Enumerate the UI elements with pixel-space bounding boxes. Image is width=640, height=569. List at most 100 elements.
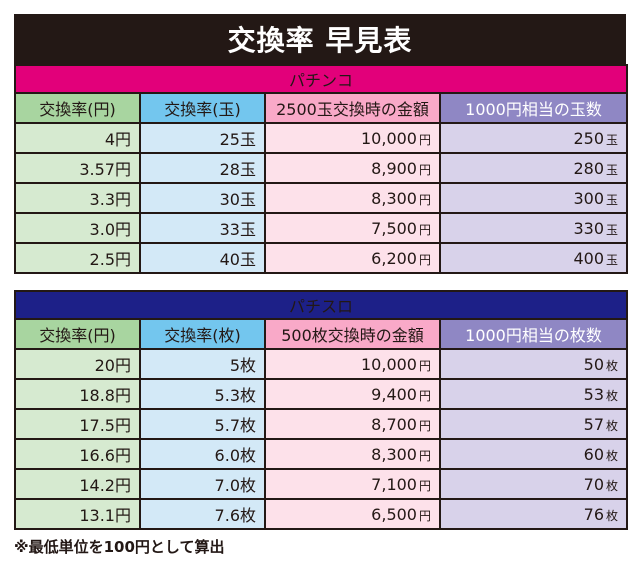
column-header-balls-per-1000yen: 1000円相当の玉数 xyxy=(438,92,629,124)
count-per-1000yen-cell: 60 枚 xyxy=(438,438,629,470)
unit-rate-cell: 40玉 xyxy=(139,242,266,274)
exchange-amount-value: 6,500 xyxy=(371,504,417,524)
count-value: 330 xyxy=(573,218,604,238)
table-row: 18.8円 5.3枚 9,400 円 53 枚 xyxy=(14,378,629,410)
column-header-medal-rate: 交換率(枚) xyxy=(139,318,266,350)
count-value: 400 xyxy=(573,248,604,268)
pachinko-table: パチンコ 交換率(円) 交換率(玉) 2500玉交換時の金額 1000円相当の玉… xyxy=(13,64,629,274)
column-header-exchange-amount: 500枚交換時の金額 xyxy=(264,318,441,350)
count-per-1000yen-cell: 330 玉 xyxy=(438,212,629,244)
count-unit: 玉 xyxy=(606,252,619,267)
count-per-1000yen-cell: 76 枚 xyxy=(438,498,629,530)
column-header-medals-per-1000yen: 1000円相当の枚数 xyxy=(438,318,629,350)
table-row: 3.0円 33玉 7,500 円 330 玉 xyxy=(14,212,629,244)
yen-rate-cell: 18.8円 xyxy=(14,378,141,410)
exchange-amount-cell: 8,300 円 xyxy=(264,182,441,214)
exchange-amount-unit: 円 xyxy=(418,162,431,177)
column-header-ball-rate: 交換率(玉) xyxy=(139,92,266,124)
count-per-1000yen-cell: 57 枚 xyxy=(438,408,629,440)
exchange-amount-cell: 8,300 円 xyxy=(264,438,441,470)
unit-rate-cell: 5.7枚 xyxy=(139,408,266,440)
unit-rate-cell: 7.0枚 xyxy=(139,468,266,500)
count-value: 57 xyxy=(583,414,604,434)
yen-rate-cell: 3.57円 xyxy=(14,152,141,184)
exchange-amount-unit: 円 xyxy=(418,192,431,207)
count-value: 76 xyxy=(583,504,604,524)
exchange-amount-unit: 円 xyxy=(418,358,431,373)
pachislot-section-title: パチスロ xyxy=(13,290,629,320)
count-per-1000yen-cell: 53 枚 xyxy=(438,378,629,410)
unit-rate-cell: 25玉 xyxy=(139,122,266,154)
count-unit: 枚 xyxy=(606,388,619,403)
count-value: 70 xyxy=(583,474,604,494)
count-value: 50 xyxy=(583,354,604,374)
column-header-yen-rate: 交換率(円) xyxy=(14,92,141,124)
table-row: 3.57円 28玉 8,900 円 280 玉 xyxy=(14,152,629,184)
exchange-amount-value: 8,900 xyxy=(371,158,417,178)
unit-rate-cell: 28玉 xyxy=(139,152,266,184)
count-unit: 玉 xyxy=(606,162,619,177)
count-unit: 玉 xyxy=(606,222,619,237)
exchange-amount-unit: 円 xyxy=(418,132,431,147)
count-unit: 枚 xyxy=(606,448,619,463)
exchange-amount-unit: 円 xyxy=(418,222,431,237)
exchange-amount-cell: 10,000 円 xyxy=(264,122,441,154)
table-row: 13.1円 7.6枚 6,500 円 76 枚 xyxy=(14,498,629,530)
count-value: 280 xyxy=(573,158,604,178)
exchange-amount-cell: 9,400 円 xyxy=(264,378,441,410)
count-unit: 枚 xyxy=(606,508,619,523)
exchange-amount-unit: 円 xyxy=(418,252,431,267)
unit-rate-cell: 5枚 xyxy=(139,348,266,380)
table-row: 16.6円 6.0枚 8,300 円 60 枚 xyxy=(14,438,629,470)
yen-rate-cell: 13.1円 xyxy=(14,498,141,530)
column-header-exchange-amount: 2500玉交換時の金額 xyxy=(264,92,441,124)
exchange-amount-value: 7,500 xyxy=(371,218,417,238)
yen-rate-cell: 16.6円 xyxy=(14,438,141,470)
count-per-1000yen-cell: 50 枚 xyxy=(438,348,629,380)
exchange-amount-value: 8,700 xyxy=(371,414,417,434)
exchange-amount-value: 8,300 xyxy=(371,188,417,208)
exchange-amount-value: 9,400 xyxy=(371,384,417,404)
count-per-1000yen-cell: 70 枚 xyxy=(438,468,629,500)
table-row: 17.5円 5.7枚 8,700 円 57 枚 xyxy=(14,408,629,440)
count-value: 53 xyxy=(583,384,604,404)
count-unit: 枚 xyxy=(606,358,619,373)
count-per-1000yen-cell: 400 玉 xyxy=(438,242,629,274)
exchange-amount-value: 6,200 xyxy=(371,248,417,268)
count-value: 60 xyxy=(583,444,604,464)
exchange-amount-value: 7,100 xyxy=(371,474,417,494)
exchange-amount-cell: 7,100 円 xyxy=(264,468,441,500)
count-unit: 枚 xyxy=(606,418,619,433)
unit-rate-cell: 30玉 xyxy=(139,182,266,214)
count-per-1000yen-cell: 300 玉 xyxy=(438,182,629,214)
yen-rate-cell: 4円 xyxy=(14,122,141,154)
table-row: 3.3円 30玉 8,300 円 300 玉 xyxy=(14,182,629,214)
count-value: 250 xyxy=(573,128,604,148)
pachislot-table: パチスロ 交換率(円) 交換率(枚) 500枚交換時の金額 1000円相当の枚数… xyxy=(13,290,629,530)
footnote: ※最低単位を100円として算出 xyxy=(14,538,225,556)
exchange-amount-cell: 7,500 円 xyxy=(264,212,441,244)
exchange-amount-cell: 6,500 円 xyxy=(264,498,441,530)
exchange-amount-unit: 円 xyxy=(418,418,431,433)
table-row: 2.5円 40玉 6,200 円 400 玉 xyxy=(14,242,629,274)
yen-rate-cell: 20円 xyxy=(14,348,141,380)
exchange-amount-unit: 円 xyxy=(418,448,431,463)
yen-rate-cell: 17.5円 xyxy=(14,408,141,440)
table-row: 4円 25玉 10,000 円 250 玉 xyxy=(14,122,629,154)
count-unit: 枚 xyxy=(606,478,619,493)
exchange-amount-cell: 10,000 円 xyxy=(264,348,441,380)
column-header-yen-rate: 交換率(円) xyxy=(14,318,141,350)
table-row: 20円 5枚 10,000 円 50 枚 xyxy=(14,348,629,380)
unit-rate-cell: 6.0枚 xyxy=(139,438,266,470)
count-unit: 玉 xyxy=(606,132,619,147)
exchange-amount-cell: 8,700 円 xyxy=(264,408,441,440)
exchange-amount-unit: 円 xyxy=(418,508,431,523)
count-per-1000yen-cell: 280 玉 xyxy=(438,152,629,184)
yen-rate-cell: 3.0円 xyxy=(14,212,141,244)
yen-rate-cell: 14.2円 xyxy=(14,468,141,500)
pachinko-section-title: パチンコ xyxy=(13,64,629,94)
exchange-amount-unit: 円 xyxy=(418,478,431,493)
count-value: 300 xyxy=(573,188,604,208)
unit-rate-cell: 5.3枚 xyxy=(139,378,266,410)
exchange-amount-value: 10,000 xyxy=(361,128,417,148)
